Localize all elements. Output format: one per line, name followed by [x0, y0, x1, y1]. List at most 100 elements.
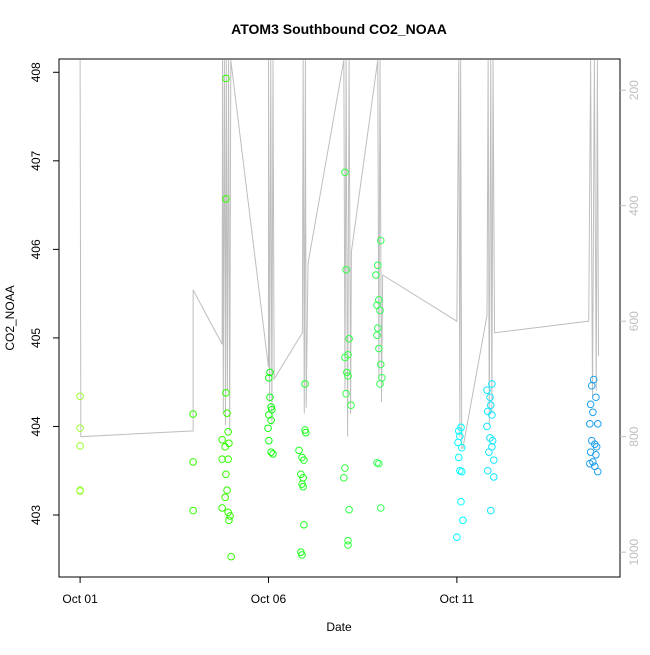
data-point [373, 261, 382, 270]
plot-box [58, 58, 621, 578]
data-point [189, 458, 197, 466]
data-point [592, 451, 600, 459]
data-point [267, 416, 275, 425]
data-point [376, 236, 385, 245]
data-point [488, 380, 496, 388]
data-point [301, 380, 309, 388]
y-tick-label: 404 [29, 416, 43, 436]
data-point [300, 520, 308, 529]
data-point [189, 410, 197, 418]
data-point [222, 389, 230, 397]
data-point [76, 392, 84, 401]
data-point [218, 435, 226, 444]
data-point [222, 470, 230, 479]
y-axis-label: CO2_NOAA [3, 285, 17, 350]
y2-tick-label: 400 [627, 195, 641, 215]
data-point [264, 424, 272, 433]
data-point [592, 443, 601, 451]
data-point [300, 456, 308, 464]
data-point [189, 506, 197, 515]
data-point [593, 420, 602, 428]
x-tick-label: Oct 01 [62, 592, 98, 606]
data-point [376, 504, 385, 512]
data-point [489, 456, 498, 464]
data-point [486, 506, 495, 515]
y-tick-label: 408 [29, 62, 43, 82]
data-point [376, 306, 384, 315]
data-point [593, 467, 602, 476]
data-point [225, 516, 233, 525]
data-point [486, 434, 494, 442]
data-point [218, 455, 226, 464]
data-point [489, 473, 498, 481]
data-point [376, 360, 385, 369]
data-point [224, 508, 232, 517]
data-point [222, 195, 230, 203]
data-point [266, 393, 274, 402]
data-point [344, 541, 352, 549]
data-point [457, 443, 466, 452]
data-point [224, 455, 232, 464]
y-tick-label: 407 [29, 150, 43, 170]
chart-title: ATOM3 Southbound CO2_NOAA [231, 21, 447, 37]
data-point [345, 505, 353, 514]
data-point [375, 296, 383, 304]
data-point [586, 400, 595, 409]
data-point [453, 533, 461, 541]
data-point [265, 436, 273, 445]
data-point [269, 450, 277, 458]
data-point [454, 438, 462, 447]
pressure-line [79, 60, 600, 449]
data-point [76, 487, 84, 495]
y2-tick-label: 200 [627, 80, 641, 100]
data-point [221, 493, 229, 502]
y2-tick-label: 1000 [627, 538, 641, 565]
data-point [265, 373, 273, 382]
data-point [341, 168, 349, 177]
y-tick-label: 405 [29, 328, 43, 348]
data-point [298, 551, 306, 559]
data-point [344, 536, 352, 545]
data-point [218, 504, 226, 512]
data-point [341, 353, 349, 362]
data-point [342, 389, 350, 398]
data-point [592, 393, 600, 402]
data-point [485, 448, 493, 456]
data-point [267, 448, 275, 456]
data-point [372, 271, 380, 279]
y-tick-label: 406 [29, 239, 43, 259]
y-tick-label: 403 [29, 505, 43, 525]
data-point [483, 386, 491, 394]
data-point [222, 74, 230, 83]
data-point [483, 422, 491, 431]
data-point [295, 446, 303, 455]
data-point [375, 459, 383, 468]
x-axis-label: Date [326, 620, 352, 634]
data-point [347, 401, 355, 410]
data-point [488, 411, 496, 419]
data-point [587, 381, 596, 390]
data-point [223, 486, 231, 495]
data-point [226, 512, 234, 520]
x-tick-label: Oct 11 [440, 592, 475, 606]
data-point [76, 442, 84, 450]
data-point [301, 428, 310, 437]
data-point [299, 482, 307, 491]
data-point [340, 474, 348, 482]
data-point [341, 464, 349, 472]
data-point [373, 324, 382, 332]
data-point [586, 420, 594, 428]
data-point [457, 497, 465, 506]
data-point [373, 331, 381, 340]
plot-area [76, 60, 602, 561]
data-point [345, 335, 353, 343]
data-point [76, 424, 84, 433]
data-point [486, 401, 495, 410]
y2-tick-label: 800 [627, 426, 641, 446]
data-point [342, 265, 350, 274]
data-point [454, 427, 463, 435]
data-point [589, 408, 597, 417]
data-point [483, 466, 492, 475]
